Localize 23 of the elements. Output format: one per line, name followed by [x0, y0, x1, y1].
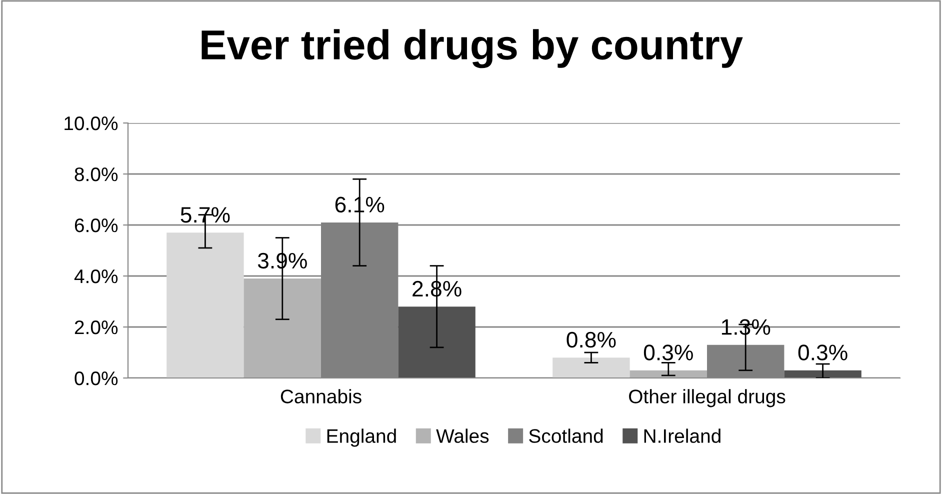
- x-tick-label: Other illegal drugs: [629, 389, 786, 408]
- y-tick-label: 2.0%: [74, 320, 118, 334]
- y-tick-label: 0.0%: [74, 371, 118, 386]
- chart-title: Ever tried drugs by country: [202, 29, 743, 68]
- y-tick-label: 8.0%: [74, 167, 118, 182]
- legend-label: Wales: [436, 428, 489, 443]
- y-tick-label: 6.0%: [74, 218, 118, 232]
- bar: [398, 306, 476, 378]
- data-label: 0.3%: [644, 344, 693, 360]
- bar: [244, 278, 321, 378]
- x-tick-label: Cannabis: [280, 389, 362, 404]
- y-tick-label: 4.0%: [74, 269, 118, 284]
- legend-label: England: [327, 428, 396, 447]
- legend-label: Scotland: [529, 428, 603, 443]
- legend-label: N.Ireland: [644, 428, 720, 443]
- bar: [630, 370, 707, 378]
- data-label: 5.7%: [180, 207, 230, 223]
- bar: [552, 358, 630, 378]
- y-tick-label: 10.0%: [64, 116, 118, 130]
- data-label: 0.8%: [566, 332, 616, 348]
- data-label: 0.3%: [798, 344, 848, 360]
- bar: [784, 370, 862, 378]
- bar: [166, 232, 244, 378]
